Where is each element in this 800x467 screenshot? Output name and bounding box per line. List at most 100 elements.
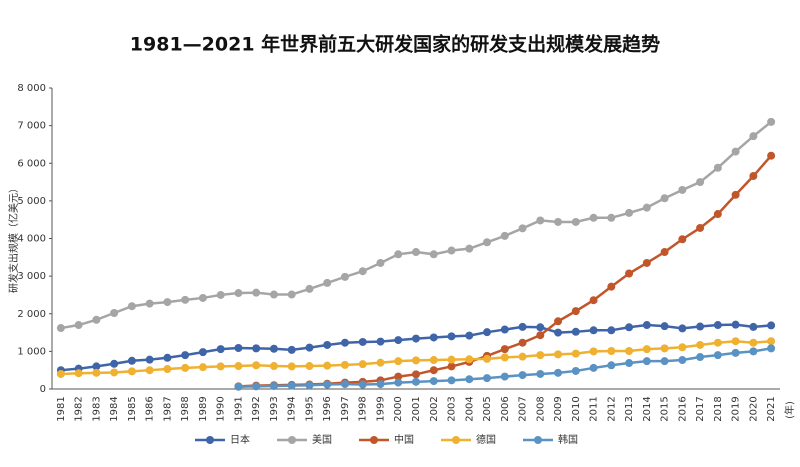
data-point	[252, 344, 261, 353]
data-point	[607, 213, 616, 222]
legend-label: 日本	[230, 433, 250, 446]
data-point	[767, 344, 776, 353]
legend-label: 中国	[394, 433, 414, 446]
data-point	[678, 356, 687, 365]
data-point	[305, 284, 314, 293]
data-point	[536, 351, 545, 360]
data-point	[287, 345, 296, 354]
x-tick-label: 1985	[127, 396, 138, 421]
data-point	[252, 288, 261, 297]
x-tick-label: 1998	[358, 396, 369, 421]
x-tick-label: 1999	[375, 396, 386, 421]
legend-dot	[370, 436, 378, 444]
x-tick-label: 1981	[56, 396, 67, 421]
x-tick-label: 1995	[304, 396, 315, 421]
data-point	[216, 290, 225, 299]
x-tick-label: 2001	[411, 396, 422, 421]
data-point	[163, 298, 172, 307]
data-point	[287, 381, 296, 390]
data-point	[696, 340, 705, 349]
data-point	[163, 365, 172, 374]
y-tick-label: 8 000	[17, 83, 46, 94]
y-tick-label: 5 000	[17, 196, 46, 207]
data-point	[340, 272, 349, 281]
data-point	[465, 375, 474, 384]
data-point	[216, 345, 225, 354]
data-point	[767, 337, 776, 346]
data-point	[305, 343, 314, 352]
data-point	[110, 359, 119, 368]
data-point	[518, 338, 527, 347]
data-point	[465, 331, 474, 340]
data-point	[642, 321, 651, 330]
y-axis-label: 研发支出规模（亿美元）	[7, 183, 20, 293]
data-point	[607, 326, 616, 335]
data-point	[181, 295, 190, 304]
data-point	[696, 223, 705, 232]
data-point	[234, 289, 243, 298]
data-point	[571, 349, 580, 358]
x-tick-label: 2018	[713, 396, 724, 421]
data-point	[412, 370, 420, 379]
data-point	[429, 333, 438, 342]
x-tick-label: 2005	[482, 396, 493, 421]
x-tick-label: 2015	[660, 396, 671, 421]
data-point	[92, 362, 101, 371]
data-point	[749, 132, 758, 141]
x-tick-label: 2007	[518, 396, 529, 421]
data-point	[607, 361, 616, 370]
data-point	[554, 368, 563, 377]
data-point	[767, 321, 776, 330]
x-tick-label: 2011	[589, 396, 600, 421]
legend-dot	[206, 436, 214, 444]
data-point	[287, 362, 296, 371]
data-point	[536, 216, 545, 225]
data-point	[429, 366, 438, 375]
x-tick-label: 2014	[642, 396, 653, 421]
x-tick-label: 2019	[731, 396, 742, 421]
data-point	[589, 347, 598, 356]
data-point	[660, 344, 669, 353]
data-point	[483, 354, 492, 363]
data-point	[660, 357, 669, 366]
x-tick-label: 1996	[322, 396, 333, 421]
data-point	[56, 324, 65, 333]
data-point	[234, 382, 243, 391]
data-point	[181, 363, 190, 372]
data-point	[536, 323, 545, 332]
data-point	[625, 346, 634, 355]
y-tick-label: 7 000	[17, 121, 46, 132]
data-point	[554, 350, 563, 359]
x-tick-label: 2006	[500, 396, 511, 421]
legend-label: 美国	[312, 433, 332, 446]
data-point	[181, 351, 190, 360]
data-point	[483, 374, 492, 383]
data-point	[554, 317, 563, 326]
data-point	[625, 323, 634, 332]
data-point	[447, 355, 456, 364]
data-point	[483, 238, 492, 247]
x-tick-label: 1990	[216, 396, 227, 421]
data-point	[358, 267, 367, 276]
x-tick-label: 2004	[464, 396, 475, 421]
x-tick-label: 1983	[91, 396, 102, 421]
x-tick-label: 2008	[535, 396, 546, 421]
data-point	[127, 356, 136, 365]
data-point	[269, 381, 278, 390]
data-point	[589, 363, 598, 372]
data-point	[198, 363, 207, 372]
data-point	[571, 307, 580, 316]
data-point	[571, 366, 580, 375]
data-point	[323, 380, 332, 389]
data-point	[518, 322, 527, 331]
data-point	[340, 380, 349, 389]
data-point	[92, 315, 101, 324]
data-point	[394, 378, 403, 387]
x-tick-label: 2013	[624, 396, 635, 421]
data-point	[447, 362, 456, 371]
data-point	[713, 351, 722, 360]
data-point	[749, 338, 758, 347]
data-point	[252, 361, 261, 370]
data-point	[394, 336, 403, 345]
data-point	[376, 380, 385, 389]
